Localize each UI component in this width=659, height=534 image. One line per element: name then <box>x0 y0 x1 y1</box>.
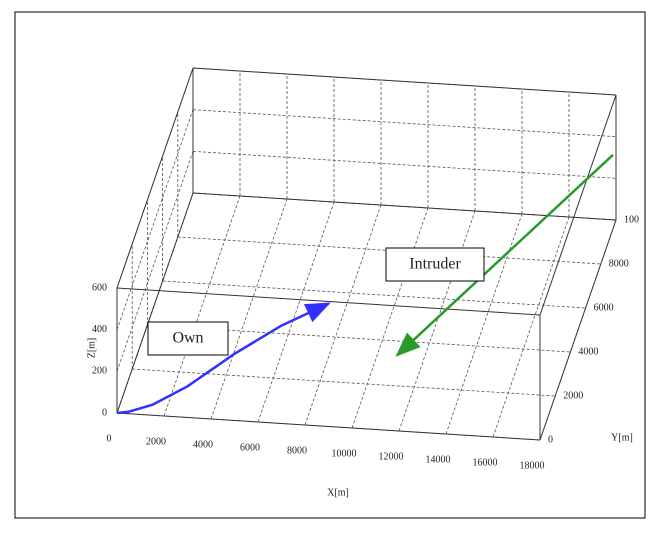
z-tick-label: 400 <box>92 324 107 335</box>
x-tick-label: 16000 <box>473 457 498 468</box>
box-edge <box>116 67 194 289</box>
lines <box>116 153 614 415</box>
box-edge <box>539 219 617 441</box>
grid-line <box>163 195 241 417</box>
z-tick-label: 600 <box>92 282 107 293</box>
x-tick-label: 8000 <box>287 445 307 456</box>
z-tick-label: 200 <box>92 366 107 377</box>
x-tick-label: 0 <box>107 433 112 444</box>
grid-line <box>492 216 570 438</box>
x-axis-label: X[m] <box>327 487 349 498</box>
trajectory <box>116 302 331 415</box>
grid-line <box>192 109 617 138</box>
box-edge <box>116 287 541 316</box>
grid-line <box>162 280 586 309</box>
box-edge <box>116 412 541 441</box>
annotation-box <box>147 321 229 356</box>
z-tick-label: 0 <box>102 407 107 418</box>
x-tick-label: 6000 <box>240 442 260 453</box>
y-tick-label: 4000 <box>578 346 598 357</box>
box-edge <box>539 94 617 316</box>
annotation: Intruder <box>409 256 461 273</box>
grid-line <box>132 368 556 397</box>
grid-line <box>116 109 194 330</box>
x-tick-label: 2000 <box>146 436 166 447</box>
x-tick-label: 4000 <box>193 439 213 450</box>
box-edge <box>192 192 617 221</box>
grid-line <box>210 198 288 420</box>
annotation: Own <box>172 330 203 347</box>
trajectory <box>395 153 614 357</box>
x-tick-label: 14000 <box>426 454 451 465</box>
grid-line <box>445 213 523 435</box>
box-edge <box>192 67 617 96</box>
grid-line <box>304 204 382 426</box>
x-tick-label: 18000 <box>520 460 545 471</box>
grid-line <box>257 201 335 423</box>
y-tick-label: 6000 <box>594 302 614 313</box>
x-tick-label: 12000 <box>379 451 404 462</box>
y-axis-label: Y[m] <box>611 432 633 443</box>
y-tick-label: 100 <box>624 214 639 225</box>
annotation-box <box>385 247 485 282</box>
z-axis-label: Z[m] <box>86 338 97 359</box>
y-tick-label: 0 <box>548 434 553 445</box>
frame <box>14 11 646 519</box>
grid-line <box>192 150 617 179</box>
grid-line <box>116 151 194 372</box>
grid-line <box>351 207 429 429</box>
x-tick-label: 10000 <box>332 448 357 459</box>
y-tick-label: 2000 <box>563 390 583 401</box>
box-edge <box>116 192 194 414</box>
y-tick-label: 8000 <box>609 258 629 269</box>
grid-line <box>398 210 476 432</box>
box <box>116 67 617 441</box>
